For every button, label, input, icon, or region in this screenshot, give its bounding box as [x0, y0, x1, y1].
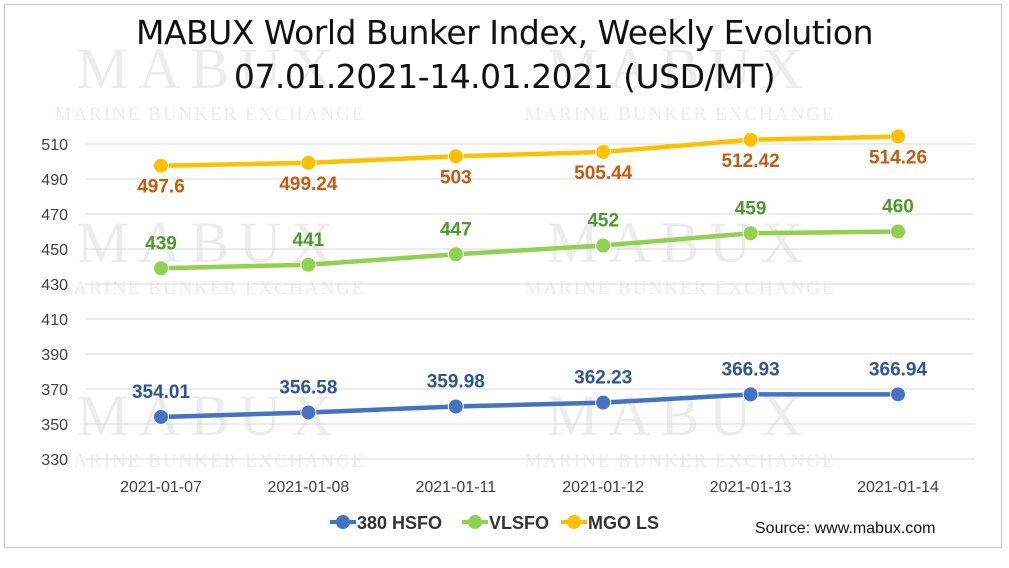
y-tick-label: 490	[41, 172, 68, 189]
data-point	[742, 131, 759, 148]
data-point	[595, 143, 612, 160]
legend-swatch-marker	[468, 515, 482, 529]
series-line	[158, 392, 901, 420]
series-line	[158, 134, 901, 168]
legend-swatch-marker	[336, 515, 350, 529]
data-label: 354.01	[132, 382, 191, 403]
x-tick-label: 2021-01-13	[710, 479, 792, 496]
x-tick-label: 2021-01-11	[415, 479, 496, 496]
data-label: 460	[882, 197, 914, 218]
data-label: 499.24	[279, 174, 338, 195]
watermark-tagline: MARINE BUNKER EXCHANGE	[54, 278, 365, 299]
watermark-tagline: MARINE BUNKER EXCHANGE	[524, 104, 835, 125]
data-label: 497.6	[137, 177, 185, 198]
data-point	[300, 154, 317, 171]
chart-subtitle: 07.01.2021-14.01.2021 (USD/MT)	[233, 57, 776, 96]
y-tick-label: 370	[41, 382, 68, 399]
watermark-tagline: MARINE BUNKER EXCHANGE	[54, 451, 365, 472]
watermark-word: MABUX	[77, 36, 343, 101]
x-tick-label: 2021-01-14	[857, 479, 939, 496]
data-point	[742, 225, 759, 242]
data-point	[890, 128, 906, 145]
x-tick-label: 2021-01-12	[562, 479, 644, 496]
data-point	[890, 386, 906, 403]
data-point	[300, 404, 317, 421]
legend: 380 HSFO VLSFO MGO LS	[330, 513, 659, 533]
data-point	[300, 256, 317, 273]
legend-swatch-marker	[567, 515, 581, 529]
legend-label: VLSFO	[489, 513, 549, 533]
data-point	[595, 394, 612, 411]
data-point	[742, 386, 759, 403]
data-label: 459	[735, 198, 767, 219]
data-label: 356.58	[279, 377, 337, 398]
x-tick-label: 2021-01-08	[267, 479, 349, 496]
data-point	[153, 157, 169, 174]
data-label: 505.44	[574, 163, 633, 184]
series-line	[158, 229, 901, 271]
legend-label: 380 HSFO	[357, 513, 442, 533]
y-tick-label: 390	[41, 347, 68, 364]
y-tick-label: 450	[41, 242, 68, 259]
data-point	[447, 398, 464, 415]
data-point	[890, 223, 906, 240]
series-mgo-ls: 497.6 499.24 503 505.44 512.42 514.26	[137, 128, 927, 198]
data-point	[447, 148, 464, 165]
data-label: 452	[587, 211, 619, 232]
data-point	[447, 246, 464, 263]
y-tick-label: 510	[41, 137, 68, 154]
legend-label: MGO LS	[588, 513, 659, 533]
x-axis-ticks: 2021-01-07 2021-01-08 2021-01-11 2021-01-12…	[120, 479, 939, 496]
data-point	[153, 408, 169, 425]
data-label: 359.98	[427, 372, 485, 393]
data-label: 503	[440, 167, 472, 188]
y-tick-label: 410	[41, 312, 68, 329]
watermark-word: MABUX	[547, 36, 813, 101]
series-vlsfo: 439 441 447 452 459 460	[145, 197, 914, 277]
data-label: 362.23	[574, 368, 632, 389]
data-label: 447	[440, 219, 472, 240]
series-380-hsfo: 354.01 356.58 359.98 362.23 366.93 366.94	[132, 359, 928, 425]
data-label: 366.94	[869, 359, 928, 380]
data-label: 512.42	[722, 151, 780, 172]
watermark-tagline: MARINE BUNKER EXCHANGE	[524, 278, 835, 299]
source-note: Source: www.mabux.com	[755, 520, 936, 537]
y-tick-label: 470	[41, 207, 68, 224]
data-point	[153, 260, 169, 277]
watermark-word: MABUX	[547, 210, 813, 275]
y-tick-label: 430	[41, 277, 68, 294]
x-tick-label: 2021-01-07	[120, 479, 202, 496]
data-label: 366.93	[722, 359, 780, 380]
watermark-tagline: MARINE BUNKER EXCHANGE	[524, 451, 835, 472]
chart-title: MABUX World Bunker Index, Weekly Evoluti…	[135, 13, 874, 52]
data-label: 441	[293, 230, 325, 251]
y-tick-label: 350	[41, 417, 68, 434]
y-axis-ticks: 330 350 370 390 410 430 450 470 490 510	[41, 137, 68, 469]
y-tick-label: 330	[41, 452, 68, 469]
data-point	[595, 237, 612, 254]
watermark-tagline: MARINE BUNKER EXCHANGE	[54, 104, 365, 125]
data-label: 439	[145, 233, 177, 254]
chart-frame	[4, 4, 1002, 548]
data-label: 514.26	[869, 148, 927, 169]
